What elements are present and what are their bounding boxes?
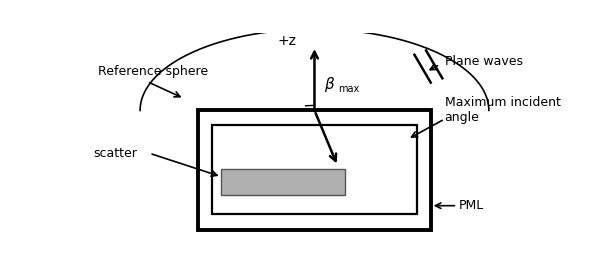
Text: max: max xyxy=(338,85,359,95)
Bar xyxy=(198,110,431,230)
Text: PML: PML xyxy=(458,199,484,212)
Bar xyxy=(212,125,417,214)
Text: Plane waves: Plane waves xyxy=(445,55,523,68)
Text: $\beta$: $\beta$ xyxy=(324,75,335,94)
Text: scatter: scatter xyxy=(94,147,137,160)
Bar xyxy=(221,169,345,195)
Text: +z: +z xyxy=(277,34,296,48)
Text: Reference sphere: Reference sphere xyxy=(98,65,208,78)
Text: Maximum incident
angle: Maximum incident angle xyxy=(445,96,560,125)
